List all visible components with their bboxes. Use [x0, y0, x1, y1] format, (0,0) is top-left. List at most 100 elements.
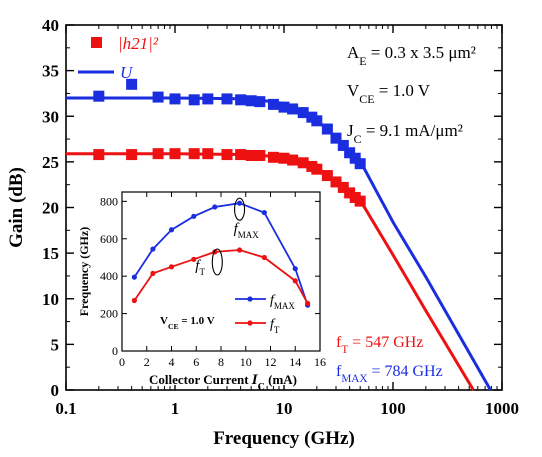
- x-tick-label: 1000: [485, 399, 519, 418]
- data-point-marker: [169, 148, 181, 160]
- inset-data-point: [150, 246, 156, 252]
- data-point-marker: [245, 95, 257, 107]
- inset-data-point: [150, 270, 156, 276]
- inset-data-point: [292, 266, 298, 272]
- data-point-marker: [337, 139, 349, 151]
- data-point-marker: [267, 151, 279, 163]
- data-point-marker: [221, 93, 233, 105]
- data-point-marker: [235, 149, 247, 161]
- x-tick-label: 100: [380, 399, 406, 418]
- inset-x-tick-label: 6: [193, 355, 199, 369]
- legend-label-h21: |h21|²: [118, 34, 159, 53]
- y-tick-label: 35: [42, 62, 59, 81]
- inset-data-point: [168, 264, 175, 270]
- y-tick-label: 25: [42, 153, 59, 172]
- x-tick-label: 1: [171, 399, 180, 418]
- data-point-marker: [287, 154, 299, 166]
- inset-data-point: [168, 227, 175, 233]
- x-axis-label: Frequency (GHz): [213, 428, 355, 449]
- annotation-vce: VCE = 1.0 V: [347, 81, 431, 106]
- data-point-marker: [202, 148, 214, 160]
- inset-legend-marker: [247, 296, 253, 302]
- data-point-marker: [337, 181, 349, 193]
- legend-marker-h21: [91, 37, 102, 48]
- inset-ft-ellipse: [211, 248, 223, 276]
- data-point-marker: [354, 195, 366, 207]
- inset-data-point: [236, 200, 243, 206]
- data-point-marker: [169, 93, 181, 105]
- inset-x-tick-label: 10: [240, 355, 252, 369]
- inset-y-tick-label: 400: [100, 269, 118, 283]
- inset-x-tick-label: 0: [119, 355, 125, 369]
- inset-data-point: [131, 297, 137, 304]
- data-point-marker: [321, 123, 333, 135]
- data-point-marker: [235, 94, 247, 106]
- y-tick-label: 5: [51, 335, 60, 354]
- y-tick-label: 40: [42, 16, 59, 35]
- inset-legend-marker: [247, 320, 253, 326]
- data-point-marker: [152, 91, 164, 103]
- data-point-marker: [202, 93, 214, 105]
- inset-x-tick-label: 4: [169, 355, 175, 369]
- inset-y-tick-label: 200: [100, 307, 118, 321]
- data-point-marker: [152, 148, 164, 160]
- data-point-marker: [126, 149, 138, 161]
- data-point-marker: [297, 157, 309, 169]
- inset-ft-label: fT: [195, 258, 205, 277]
- inset-data-point: [212, 204, 218, 210]
- inset-data-point: [191, 213, 197, 219]
- data-point-marker: [344, 147, 356, 159]
- data-point-marker: [221, 149, 233, 161]
- annotation-ft: fT = 547 GHz: [336, 334, 423, 356]
- inset-y-tick-label: 600: [100, 232, 118, 246]
- data-point-marker: [267, 98, 279, 110]
- inset-x-tick-label: 14: [289, 355, 301, 369]
- inset-data-point: [261, 254, 267, 261]
- inset-data-point: [305, 300, 311, 306]
- data-point-marker: [287, 103, 299, 115]
- inset-x-tick-label: 12: [265, 355, 277, 369]
- inset-x-tick-label: 16: [314, 355, 326, 369]
- x-tick-label: 10: [276, 399, 293, 418]
- data-point-marker: [278, 101, 290, 113]
- data-point-marker: [126, 78, 138, 90]
- inset-fmax-label: fMAX: [234, 221, 260, 240]
- inset-fmax-ellipse: [234, 197, 246, 221]
- inset-y-axis-label: Frequency (GHz): [77, 227, 91, 316]
- data-point-marker: [254, 149, 266, 161]
- inset-annotation-vce: VCE = 1.0 V: [160, 315, 215, 331]
- inset-x-tick-label: 2: [144, 355, 150, 369]
- inset-y-tick-label: 800: [100, 194, 118, 208]
- inset-data-point: [261, 209, 267, 216]
- legend-label-u: U: [120, 63, 134, 82]
- inset-data-point: [292, 278, 298, 284]
- inset-x-axis-label: Collector Current IC (mA): [149, 372, 297, 393]
- inset-legend-label: fT: [270, 317, 280, 335]
- annotation-jc: JC = 9.1 mA/μm²: [347, 121, 463, 146]
- data-point-marker: [297, 107, 309, 119]
- inset-data-point: [131, 274, 137, 280]
- inset-y-tick-label: 0: [112, 344, 118, 358]
- annotation-fmax: fMAX = 784 GHz: [336, 363, 443, 385]
- data-point-marker: [188, 94, 200, 106]
- data-point-marker: [93, 149, 105, 161]
- inset-x-tick-label: 8: [218, 355, 224, 369]
- inset-plot: 0 2 4 6 8 10 12 14 16 0 200 400 600 800 Collector Curr…: [76, 184, 330, 393]
- data-point-marker: [311, 163, 323, 175]
- inset-data-point: [236, 247, 243, 253]
- y-tick-label: 30: [42, 107, 59, 126]
- inset-data-point: [191, 256, 197, 262]
- data-point-marker: [278, 152, 290, 164]
- annotation-emitter-area: AE = 0.3 x 3.5 μm²: [347, 43, 476, 68]
- data-point-marker: [93, 90, 105, 102]
- data-point-marker: [188, 148, 200, 160]
- data-point-marker: [245, 149, 257, 161]
- data-point-marker: [344, 187, 356, 199]
- data-point-marker: [311, 115, 323, 127]
- data-point-marker: [254, 96, 266, 108]
- inset-legend-label: fMAX: [270, 293, 295, 311]
- data-point-marker: [354, 158, 366, 170]
- y-tick-label: 0: [51, 381, 60, 400]
- y-tick-label: 10: [42, 290, 59, 309]
